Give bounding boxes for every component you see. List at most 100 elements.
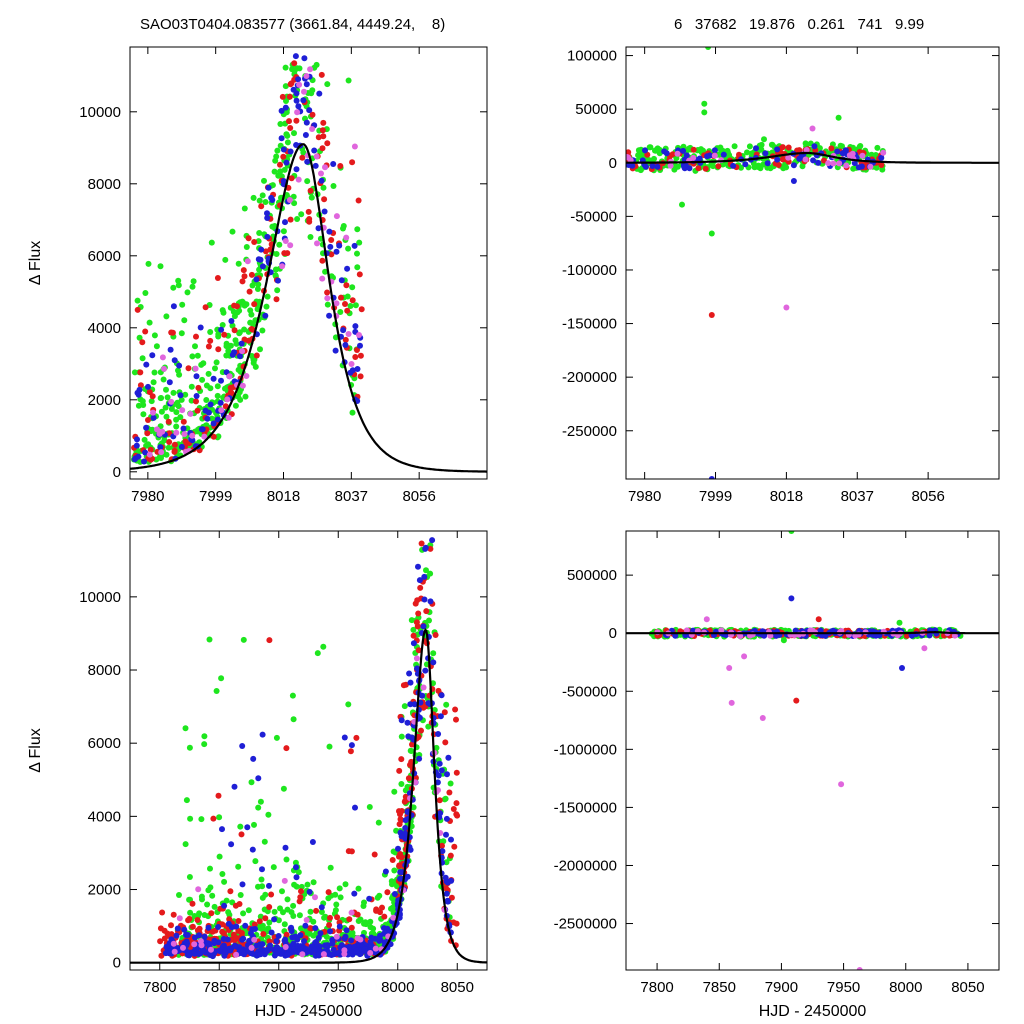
data-point [173, 423, 180, 430]
data-point [213, 359, 220, 366]
data-point [295, 176, 302, 183]
data-point [345, 331, 352, 337]
data-point [278, 107, 285, 114]
data-point [290, 940, 297, 947]
outlier-point [788, 531, 795, 534]
data-point [153, 343, 160, 350]
data-point [263, 303, 270, 310]
data-point [283, 856, 290, 863]
data-point [453, 716, 459, 723]
data-point [319, 275, 326, 282]
data-point [246, 937, 253, 944]
data-point [316, 90, 323, 97]
data-point [273, 938, 280, 945]
data-point [651, 155, 657, 162]
data-point [354, 250, 360, 257]
data-point [337, 309, 344, 315]
y-tick-label: 8000 [88, 176, 121, 193]
data-point [333, 933, 340, 940]
header-fit-params: 6 37682 19.876 0.261 741 9.99 [674, 16, 925, 33]
data-point [163, 313, 170, 320]
data-point [396, 767, 403, 774]
data-point [235, 918, 242, 924]
data-point [438, 767, 445, 774]
data-point [214, 392, 221, 399]
data-point [283, 98, 289, 104]
data-point [151, 369, 158, 376]
data-point [284, 906, 291, 913]
data-point [256, 230, 263, 236]
data-point [219, 928, 226, 935]
data-point [448, 877, 455, 884]
data-point [420, 704, 427, 711]
data-point [251, 821, 257, 828]
data-point [279, 888, 285, 895]
data-point [261, 906, 268, 913]
data-point [415, 563, 421, 570]
data-point [307, 234, 314, 240]
data-point [432, 632, 439, 638]
data-point [235, 366, 242, 373]
data-point [295, 869, 302, 876]
data-point [182, 841, 189, 848]
data-point [210, 420, 217, 427]
outlier-point [899, 665, 905, 671]
data-point [251, 301, 258, 308]
data-point [348, 742, 355, 749]
data-point [182, 438, 189, 445]
data-point [348, 924, 355, 931]
data-point [384, 889, 391, 896]
data-point [166, 379, 173, 386]
data-point [198, 816, 205, 823]
data-point [186, 874, 193, 880]
data-point [753, 145, 759, 152]
data-point [258, 203, 265, 210]
data-point [344, 293, 351, 300]
data-points [157, 537, 461, 960]
data-point [366, 804, 373, 810]
y-tick-label: 500000 [567, 567, 617, 584]
data-point [196, 932, 202, 939]
data-point [395, 845, 401, 852]
data-point [405, 775, 412, 782]
data-point [348, 937, 355, 944]
data-point [690, 146, 697, 153]
data-point [157, 263, 164, 270]
data-point [355, 197, 362, 204]
data-point [185, 365, 192, 372]
data-point [233, 935, 239, 942]
data-point [293, 117, 300, 124]
data-point [420, 623, 427, 630]
data-point [163, 943, 170, 950]
x-tick-label: 7800 [640, 979, 673, 996]
data-point [171, 448, 178, 455]
data-point [356, 239, 363, 246]
data-point [343, 927, 350, 934]
data-point [282, 844, 289, 851]
data-point [880, 149, 887, 156]
data-point [308, 90, 315, 97]
data-point [210, 375, 217, 382]
data-point [231, 942, 238, 949]
data-point [273, 734, 280, 741]
data-point [262, 248, 269, 255]
data-point [321, 208, 328, 215]
data-point [240, 910, 247, 917]
data-point [264, 215, 271, 221]
data-point [200, 948, 207, 955]
data-point [289, 692, 296, 699]
data-point [253, 352, 260, 359]
data-point [279, 263, 286, 270]
data-point [165, 444, 172, 451]
data-point [219, 871, 226, 877]
data-point [421, 573, 428, 580]
y-tick-label: -500000 [562, 683, 617, 700]
data-point [430, 659, 437, 666]
data-point [649, 163, 656, 169]
data-point [830, 160, 837, 167]
data-point [309, 839, 316, 845]
data-point [180, 425, 187, 432]
data-point [264, 293, 271, 300]
data-point [654, 163, 661, 170]
data-point [435, 772, 442, 779]
